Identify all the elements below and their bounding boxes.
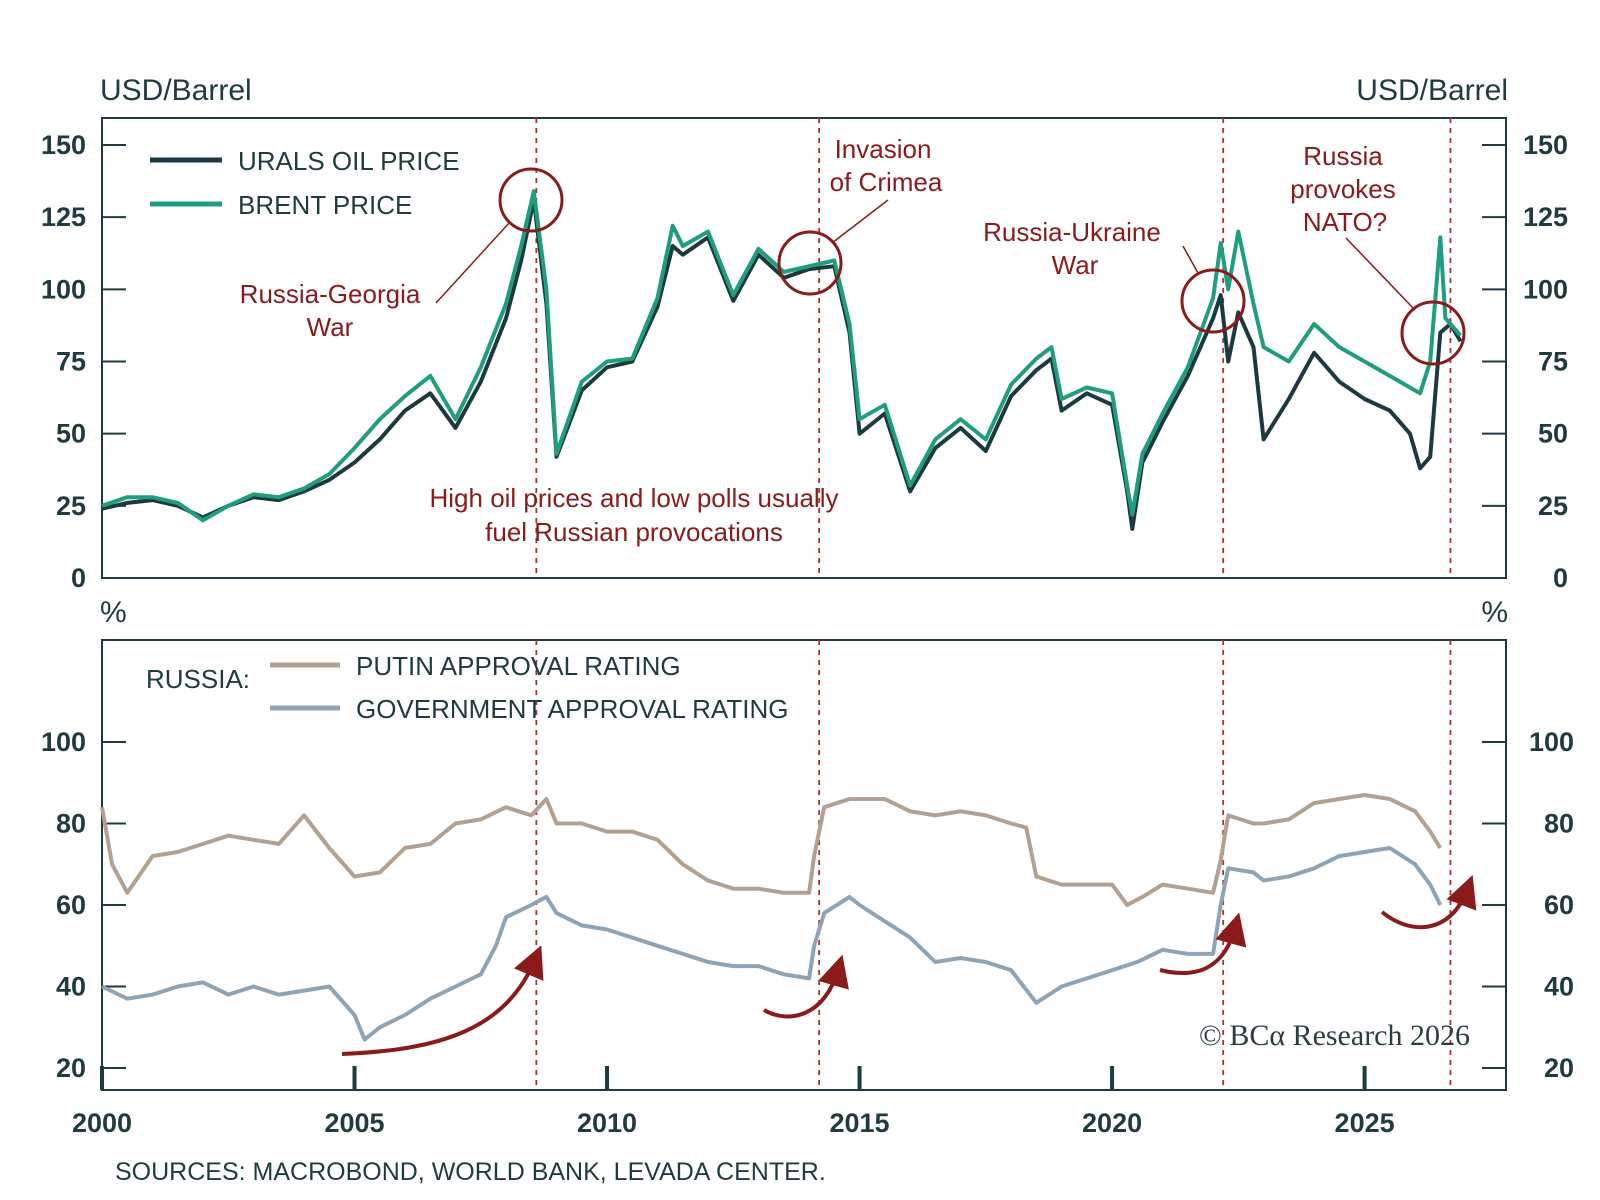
oil-ytick-label-left: 0 [71, 563, 86, 593]
annotation-georgia-line2: War [307, 312, 354, 342]
oil-ytick-label-right: 150 [1523, 130, 1568, 160]
annotation-crimea-line2: of Crimea [830, 167, 943, 197]
series-line-putin-approval [100, 793, 1443, 907]
arrow-2008 [341, 945, 544, 1056]
leader-crimea [831, 199, 889, 244]
approval-ytick-label-right: 80 [1544, 809, 1574, 839]
center-note-line2: fuel Russian provocations [485, 517, 783, 547]
leader-georgia [435, 221, 511, 304]
oil-ytick-label-left: 150 [41, 130, 86, 160]
center-note-line1: High oil prices and low polls usually [430, 483, 839, 513]
annotation-nato-line1: Russia [1303, 141, 1383, 171]
oil-ytick-label-right: 25 [1538, 491, 1568, 521]
approval-ytick-label-left: 40 [56, 972, 86, 1002]
approval-panel-frame [101, 639, 1507, 1091]
leader-nato [1345, 237, 1416, 311]
approval-ytick-label-left: 80 [56, 809, 86, 839]
arrow-2014 [763, 954, 849, 1019]
leader-ukraine [1182, 245, 1199, 274]
approval-right-unit: % [1481, 596, 1508, 629]
legend-label-putin: PUTIN APPROVAL RATING [356, 651, 681, 681]
approval-ytick-label-right: 40 [1544, 972, 1574, 1002]
series-line-government-approval [101, 846, 1443, 1042]
series-group [100, 189, 1463, 1042]
annotation-ukraine-line1: Russia-Ukraine [983, 217, 1161, 247]
copyright-text: © BCα Research 2026 [1199, 1019, 1470, 1052]
annotation-ukraine-line2: War [1052, 250, 1099, 280]
approval-ytick-label-right: 100 [1529, 727, 1574, 757]
legend-title-russia: RUSSIA: [146, 664, 250, 694]
oil-left-unit: USD/Barrel [100, 74, 252, 107]
legend-label-brent: BRENT PRICE [238, 190, 412, 220]
xtick-label: 2015 [830, 1108, 890, 1138]
oil-ytick-label-left: 50 [56, 419, 86, 449]
legend-label-urals: URALS OIL PRICE [238, 146, 460, 176]
xtick-label: 2000 [72, 1108, 132, 1138]
event-lines-group [535, 118, 1452, 1090]
oil-ytick-label-left: 25 [56, 491, 86, 521]
annotation-nato-line2: provokes [1290, 174, 1396, 204]
annotation-circle-georgia [498, 167, 564, 233]
oil-ytick-label-right: 125 [1523, 202, 1568, 232]
approval-ytick-label-left: 60 [56, 890, 86, 920]
xtick-label: 2020 [1082, 1108, 1142, 1138]
annotation-nato-line3: NATO? [1303, 207, 1387, 237]
annotation-circle-crimea [777, 230, 843, 296]
oil-ytick-label-right: 0 [1553, 563, 1568, 593]
xtick-label: 2010 [577, 1108, 637, 1138]
oil-ytick-label-left: 75 [56, 347, 86, 377]
oil-ytick-label-right: 100 [1523, 274, 1568, 304]
annotation-georgia-line1: Russia-Georgia [240, 279, 421, 309]
approval-ytick-label-left: 20 [56, 1053, 86, 1083]
series-line-brent [101, 189, 1463, 523]
sources-text: SOURCES: MACROBOND, WORLD BANK, LEVADA C… [115, 1158, 826, 1186]
arrow-2026 [1380, 875, 1477, 930]
oil-right-unit: USD/Barrel [1356, 74, 1508, 107]
xtick-label: 2005 [324, 1108, 384, 1138]
annotation-circle-nato [1400, 300, 1466, 366]
approval-left-unit: % [100, 596, 127, 629]
oil-ytick-label-right: 75 [1538, 347, 1568, 377]
approval-ytick-label-left: 100 [41, 727, 86, 757]
xtick-label: 2025 [1335, 1108, 1395, 1138]
annotation-crimea-line1: Invasion [835, 134, 932, 164]
oil-ytick-label-left: 100 [41, 274, 86, 304]
oil-ytick-label-right: 50 [1538, 419, 1568, 449]
oil-ytick-label-left: 125 [41, 202, 86, 232]
approval-ytick-label-right: 20 [1544, 1053, 1574, 1083]
legend-label-government: GOVERNMENT APPROVAL RATING [356, 694, 788, 724]
oil-panel-frame [101, 117, 1507, 579]
approval-ytick-label-right: 60 [1544, 890, 1574, 920]
arrow-2022 [1159, 912, 1247, 975]
annotation-circle-ukraine [1180, 268, 1246, 334]
